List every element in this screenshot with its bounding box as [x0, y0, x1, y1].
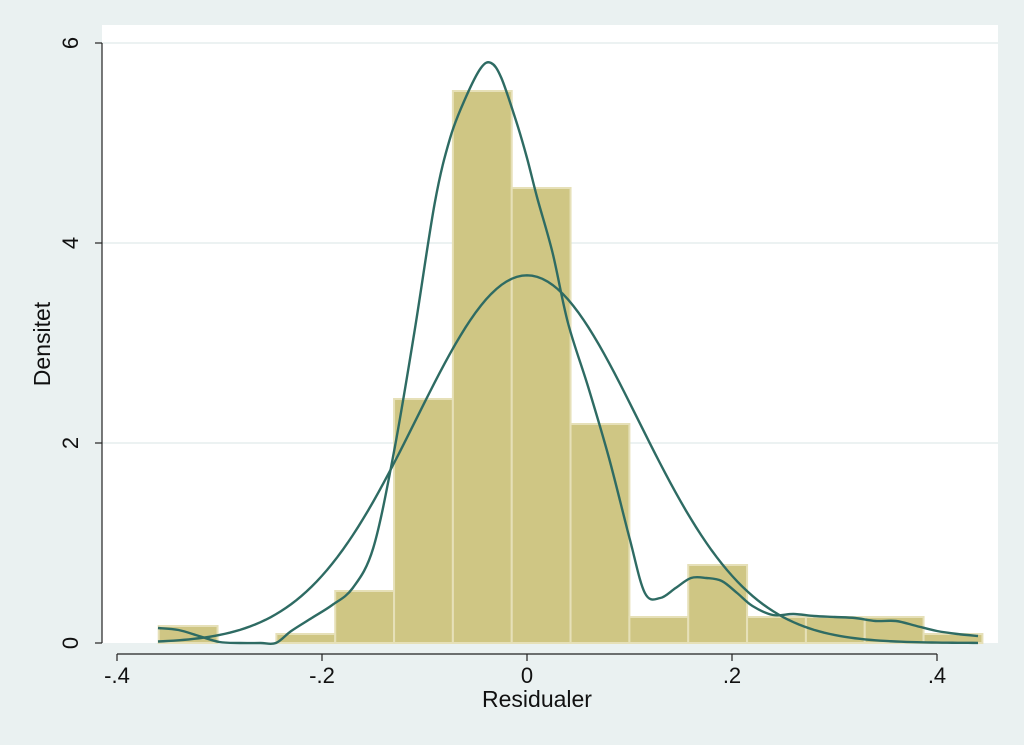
y-tick-label: 4	[58, 237, 83, 249]
axes: -.4 -.2 0 .2 .4 0 2 4 6	[58, 37, 946, 688]
x-tick-label: .4	[928, 663, 946, 688]
y-tick-label: 6	[58, 37, 83, 49]
x-tick-label: 0	[521, 663, 533, 688]
histogram-bars	[157, 90, 984, 644]
x-tick-label: -.4	[104, 663, 130, 688]
y-axis-title: Densitet	[29, 301, 55, 386]
x-axis-title: Residualer	[482, 686, 592, 712]
x-tick-label: -.2	[309, 663, 335, 688]
y-tick-label: 2	[58, 437, 83, 449]
density-curves	[157, 61, 979, 646]
histogram-bar	[451, 90, 513, 644]
x-tick-label: .2	[723, 663, 741, 688]
histogram-bar	[510, 187, 572, 644]
y-tick-label: 0	[58, 637, 83, 649]
kernel-density-curve	[157, 61, 979, 646]
histogram-bar	[628, 616, 690, 644]
normal-density-curve	[157, 274, 979, 645]
histogram-bar	[334, 590, 396, 644]
histogram-bar	[569, 423, 631, 644]
histogram-bar	[746, 616, 807, 644]
histogram-bar	[393, 398, 454, 644]
